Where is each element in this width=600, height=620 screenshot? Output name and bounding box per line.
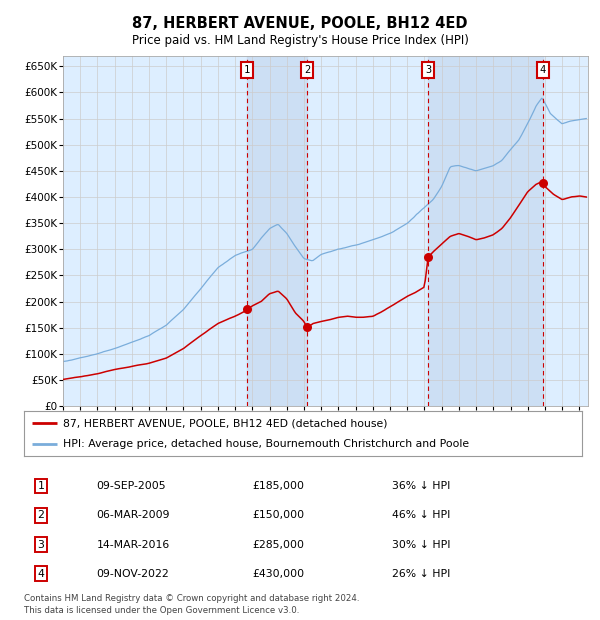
Text: Contains HM Land Registry data © Crown copyright and database right 2024.: Contains HM Land Registry data © Crown c… xyxy=(24,595,359,603)
Text: 2: 2 xyxy=(304,65,310,75)
Text: 1: 1 xyxy=(244,65,250,75)
Text: HPI: Average price, detached house, Bournemouth Christchurch and Poole: HPI: Average price, detached house, Bour… xyxy=(63,438,469,449)
Text: 87, HERBERT AVENUE, POOLE, BH12 4ED: 87, HERBERT AVENUE, POOLE, BH12 4ED xyxy=(132,16,468,30)
Text: 06-MAR-2009: 06-MAR-2009 xyxy=(97,510,170,520)
Text: 09-NOV-2022: 09-NOV-2022 xyxy=(97,569,169,579)
Text: 3: 3 xyxy=(425,65,431,75)
Text: This data is licensed under the Open Government Licence v3.0.: This data is licensed under the Open Gov… xyxy=(24,606,299,614)
Text: Price paid vs. HM Land Registry's House Price Index (HPI): Price paid vs. HM Land Registry's House … xyxy=(131,34,469,47)
Text: 87, HERBERT AVENUE, POOLE, BH12 4ED (detached house): 87, HERBERT AVENUE, POOLE, BH12 4ED (det… xyxy=(63,418,388,428)
Text: 4: 4 xyxy=(37,569,44,579)
Text: £285,000: £285,000 xyxy=(253,539,305,549)
Text: £150,000: £150,000 xyxy=(253,510,305,520)
Text: 3: 3 xyxy=(37,539,44,549)
Text: 46% ↓ HPI: 46% ↓ HPI xyxy=(392,510,451,520)
Text: 36% ↓ HPI: 36% ↓ HPI xyxy=(392,481,451,491)
Text: 4: 4 xyxy=(539,65,545,75)
Text: 14-MAR-2016: 14-MAR-2016 xyxy=(97,539,170,549)
Bar xyxy=(428,56,542,406)
Text: 30% ↓ HPI: 30% ↓ HPI xyxy=(392,539,451,549)
Bar xyxy=(247,56,307,406)
Text: 2: 2 xyxy=(37,510,44,520)
Text: £430,000: £430,000 xyxy=(253,569,305,579)
Text: £185,000: £185,000 xyxy=(253,481,305,491)
Text: 1: 1 xyxy=(37,481,44,491)
Text: 26% ↓ HPI: 26% ↓ HPI xyxy=(392,569,451,579)
Text: 09-SEP-2005: 09-SEP-2005 xyxy=(97,481,166,491)
